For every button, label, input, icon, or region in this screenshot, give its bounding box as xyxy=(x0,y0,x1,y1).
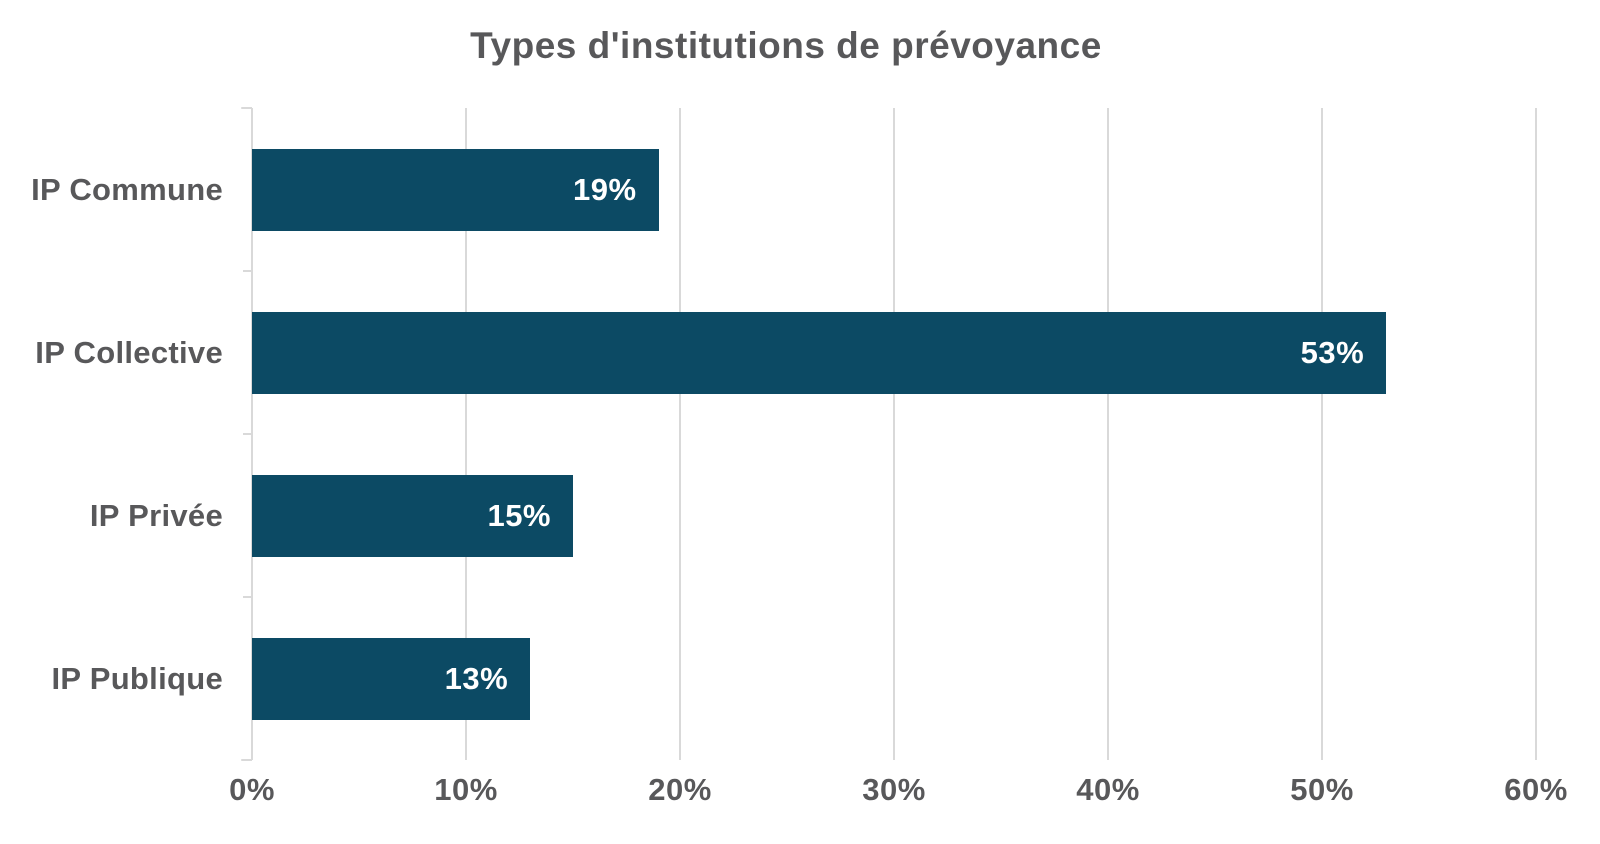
bar-ip-collective: 53% xyxy=(252,311,1387,394)
chart-title: Types d'institutions de prévoyance xyxy=(470,25,1102,66)
bar-ip-commune: 19% xyxy=(252,148,659,231)
x-tick-label: 60% xyxy=(1504,772,1568,807)
axis-tick xyxy=(243,596,251,598)
gridline xyxy=(465,108,467,760)
bar-ip-privée: 15% xyxy=(252,474,573,557)
gridline xyxy=(1535,108,1537,760)
x-tick-label: 40% xyxy=(1076,772,1140,807)
category-axis-line xyxy=(251,108,253,760)
bar-row: 13% xyxy=(252,597,1536,760)
axis-tick xyxy=(241,107,252,109)
axis-tick xyxy=(243,433,251,435)
category-label: IP Privée xyxy=(89,497,223,533)
plot-area: 19% 53% 15% 13% xyxy=(241,107,1537,761)
x-tick-label: 50% xyxy=(1290,772,1354,807)
bar-row: 53% xyxy=(252,271,1536,434)
gridline xyxy=(893,108,895,760)
x-axis-labels: 0% 10% 20% 30% 40% 50% 60% xyxy=(229,772,1567,822)
gridline xyxy=(1321,108,1323,760)
axis-tick xyxy=(241,759,252,761)
x-tick-label: 30% xyxy=(862,772,926,807)
x-tick-label: 20% xyxy=(648,772,712,807)
bar-row: 15% xyxy=(252,434,1536,597)
bar-value-label: 53% xyxy=(1300,334,1365,370)
bar-value-label: 19% xyxy=(573,171,637,207)
category-axis-labels: IP Commune IP Collective IP Privée IP Publi… xyxy=(0,108,252,760)
category-label: IP Publique xyxy=(51,660,223,696)
bar-row: 19% xyxy=(252,108,1536,271)
bar-ip-publique: 13% xyxy=(252,637,531,720)
category-label: IP Commune xyxy=(31,171,223,207)
gridline xyxy=(1107,108,1109,760)
x-tick-label: 0% xyxy=(229,772,275,807)
category-label: IP Collective xyxy=(35,334,223,370)
gridline xyxy=(679,108,681,760)
x-tick-label: 10% xyxy=(434,772,498,807)
bar-value-label: 13% xyxy=(444,660,509,696)
bar-value-label: 15% xyxy=(487,497,551,533)
axis-tick xyxy=(243,270,251,272)
